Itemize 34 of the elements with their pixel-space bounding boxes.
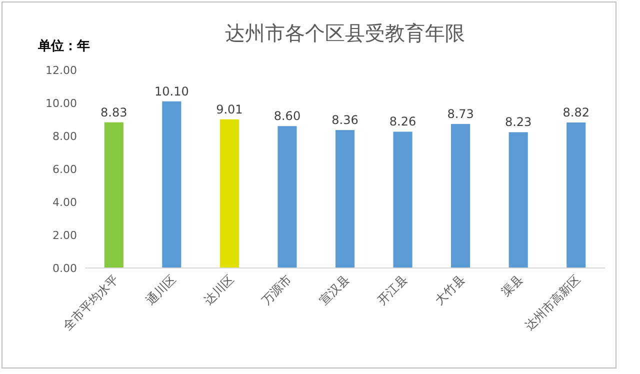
data-label: 8.26 <box>389 114 416 129</box>
data-label: 9.01 <box>216 102 243 116</box>
x-tick-label: 开江县 <box>374 272 410 308</box>
y-tick-label: 2.00 <box>52 229 77 242</box>
chart-title: 达州市各个区县受教育年限 <box>225 21 465 45</box>
bar <box>162 101 182 268</box>
bar <box>566 122 586 268</box>
data-label: 8.36 <box>332 113 358 128</box>
x-tick-label: 万源市 <box>258 272 294 308</box>
data-label: 10.10 <box>154 84 189 98</box>
x-tick-label: 宣汉县 <box>316 272 352 308</box>
x-tick-label: 达川区 <box>201 272 237 308</box>
data-label: 8.82 <box>562 105 590 120</box>
y-tick-label: 4.00 <box>52 196 77 209</box>
y-axis-title: 单位：年 <box>37 38 90 54</box>
data-label: 8.73 <box>447 106 474 121</box>
bar <box>393 132 412 268</box>
data-label: 8.23 <box>504 115 532 130</box>
bar <box>220 119 239 268</box>
y-tick-label: 6.00 <box>52 163 77 176</box>
y-tick-label: 0.00 <box>52 262 77 275</box>
bar <box>508 132 528 268</box>
y-tick-label: 10.00 <box>46 97 77 110</box>
bar <box>451 124 470 268</box>
bar <box>104 122 124 268</box>
data-label: 8.83 <box>100 105 128 120</box>
x-tick-label: 全市平均水平 <box>60 272 122 334</box>
y-tick-label: 12.00 <box>46 64 77 77</box>
bar <box>335 130 355 268</box>
x-tick-label: 通川区 <box>143 272 179 308</box>
y-tick-label: 8.00 <box>52 130 77 143</box>
bar <box>278 126 297 268</box>
x-tick-label: 大竹县 <box>432 272 468 308</box>
data-label: 8.60 <box>274 109 301 124</box>
